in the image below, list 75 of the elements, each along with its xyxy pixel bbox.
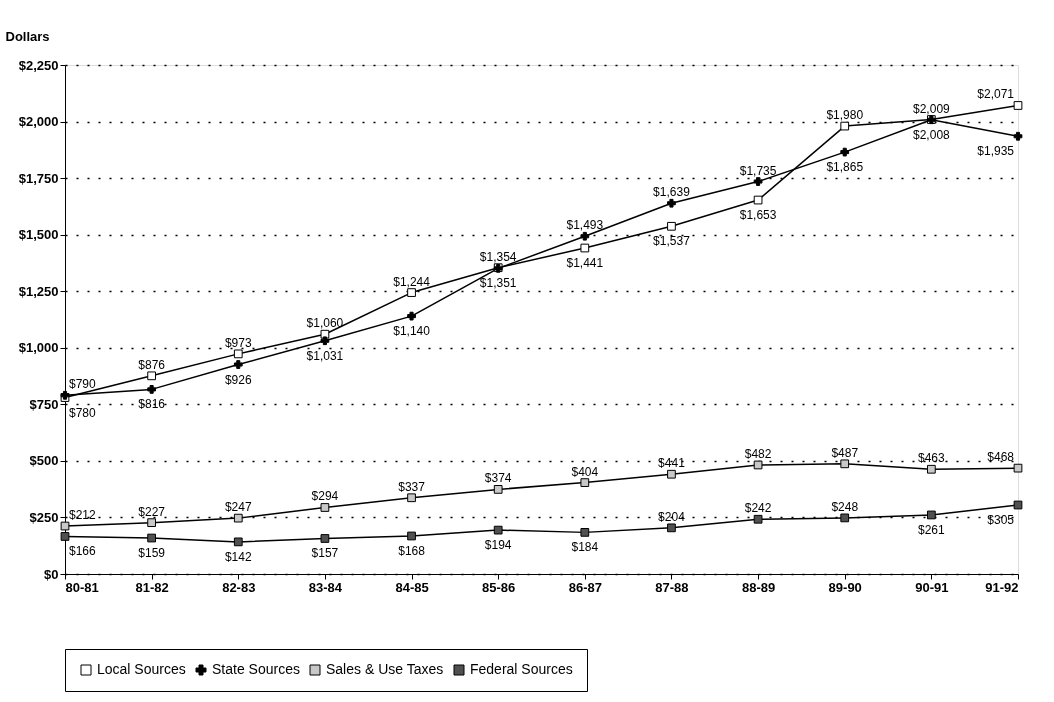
data-label: $204 [658, 509, 686, 524]
data-label: $157 [311, 546, 339, 561]
y-tick-label: $2,000 [18, 114, 59, 130]
data-label: $876 [138, 357, 166, 372]
data-label: $1,244 [393, 274, 431, 289]
x-tick-label: 89-90 [828, 579, 862, 595]
data-label: $261 [918, 522, 946, 537]
x-tick-label: 87-88 [655, 579, 689, 595]
data-label: $248 [831, 499, 859, 514]
data-label: $294 [311, 489, 339, 504]
legend-label: Local Sources [97, 661, 186, 677]
y-tick-label: $1,500 [18, 227, 59, 243]
data-label: $212 [69, 508, 97, 523]
data-label: $242 [744, 501, 772, 516]
data-label: $1,354 [479, 249, 517, 264]
data-label: $441 [658, 456, 686, 471]
data-label: $1,351 [479, 276, 517, 291]
y-tick-label: $2,250 [18, 57, 59, 73]
y-tick-label: $1,750 [18, 170, 59, 186]
data-label: $482 [744, 446, 772, 461]
data-label: $1,639 [653, 185, 691, 200]
data-label: $1,735 [739, 163, 777, 178]
data-label: $816 [138, 397, 166, 412]
x-tick-label: 84-85 [395, 579, 429, 595]
data-label: $468 [987, 450, 1015, 465]
y-tick-label: $1,000 [18, 340, 59, 356]
data-label: $1,537 [653, 234, 691, 249]
data-label: $1,031 [306, 348, 344, 363]
data-label: $184 [571, 540, 599, 555]
data-label: $463 [918, 451, 946, 466]
data-label: $159 [138, 546, 166, 561]
data-label: $247 [224, 500, 252, 515]
data-label: $973 [224, 335, 252, 350]
data-label: $168 [398, 543, 426, 558]
data-label: $337 [398, 479, 426, 494]
x-tick-label: 86-87 [568, 579, 602, 595]
y-tick-label: $500 [29, 453, 59, 469]
y-tick-label: $750 [29, 396, 59, 412]
legend-label: State Sources [212, 661, 300, 677]
data-label: $1,653 [739, 208, 777, 223]
data-label: $2,071 [977, 87, 1015, 102]
x-tick-label: 80-81 [65, 579, 99, 595]
data-label: $1,060 [306, 316, 344, 331]
x-tick-label: 81-82 [135, 579, 169, 595]
data-label: $2,008 [913, 127, 951, 142]
data-label: $227 [138, 504, 166, 519]
data-label: $142 [224, 549, 252, 564]
data-label: $780 [69, 405, 97, 420]
data-label: $166 [69, 544, 97, 559]
data-label: $1,935 [977, 144, 1015, 159]
data-label: $1,980 [826, 108, 864, 123]
data-label: $2,009 [913, 101, 951, 116]
y-axis-title: Dollars [5, 28, 50, 44]
x-tick-label: 82-83 [222, 579, 256, 595]
x-tick-label: 85-86 [482, 579, 516, 595]
data-label: $1,441 [566, 256, 604, 271]
x-tick-label: 83-84 [308, 579, 343, 595]
data-label: $1,865 [826, 160, 864, 175]
x-tick-label: 90-91 [915, 579, 949, 595]
legend-label: Federal Sources [470, 661, 573, 677]
data-label: $790 [69, 377, 97, 392]
data-label: $305 [987, 513, 1015, 527]
y-tick-label: $1,250 [18, 283, 59, 299]
data-label: $487 [831, 445, 859, 460]
data-label: $404 [571, 464, 599, 479]
legend-label: Sales & Use Taxes [326, 661, 444, 677]
data-label: $1,140 [393, 324, 431, 339]
y-tick-label: $250 [29, 509, 59, 525]
x-tick-label: 91-92 [985, 579, 1019, 595]
y-tick-label: $0 [44, 566, 59, 582]
data-label: $926 [224, 372, 252, 387]
x-tick-label: 88-89 [741, 579, 776, 595]
data-label: $374 [484, 471, 512, 486]
data-label: $194 [484, 538, 512, 553]
data-label: $1,493 [566, 218, 604, 233]
